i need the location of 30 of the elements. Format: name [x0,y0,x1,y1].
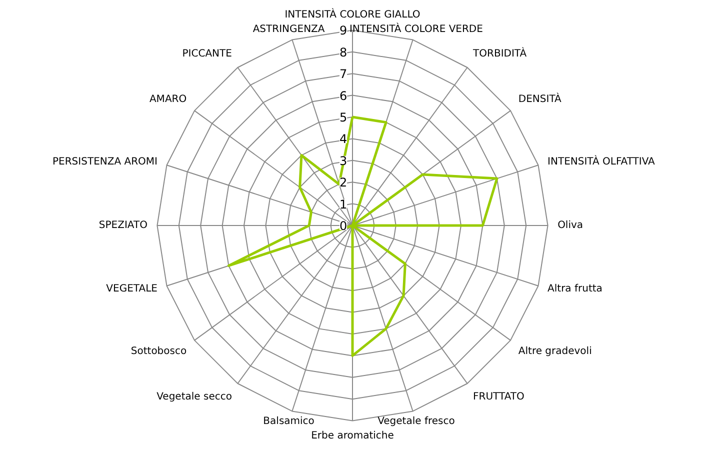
y-tick-label: 3 [339,154,348,168]
y-tick-label: 6 [339,88,348,103]
spoke-label: Vegetale fresco [378,416,455,428]
spoke-label: INTENSITÀ OLFATTIVA [548,154,656,168]
spoke-label: INTENSITÀ COLORE GIALLO [284,7,420,20]
y-tick-label: 8 [339,45,348,60]
spoke-label: Vegetale secco [156,391,232,402]
spoke-label: PICCANTE [182,48,232,60]
spoke-label: Altre gradevoli [518,346,592,358]
spoke-label: Sottobosco [130,346,187,358]
spoke-label: Altra frutta [548,283,602,294]
y-tick-label: 1 [339,197,348,212]
spoke-label: SPEZIATO [98,220,148,231]
spoke-label: TORBIDITÀ [472,46,527,60]
spoke-label: PERSISTENZA AROMI [52,156,158,168]
y-tick-label: 0 [339,219,348,233]
y-tick-label: 2 [339,176,348,190]
spoke-label: DENSITÀ [518,92,562,105]
spoke-label: ASTRINGENZA [252,24,325,35]
spoke-label: Oliva [558,220,584,231]
y-tick-label: 9 [339,24,348,38]
y-tick-label: 5 [339,110,348,124]
y-tick-label: 7 [339,67,348,82]
spoke-label: VEGETALE [106,283,158,294]
spoke-label: FRUTTATO [473,391,524,402]
spoke-label: Balsamico [263,416,314,428]
spoke-label: INTENSITÀ COLORE VERDE [349,22,483,35]
y-tick-label: 4 [339,132,348,146]
spoke-label: AMARO [149,94,187,105]
spoke-label: Erbe aromatiche [311,430,394,442]
